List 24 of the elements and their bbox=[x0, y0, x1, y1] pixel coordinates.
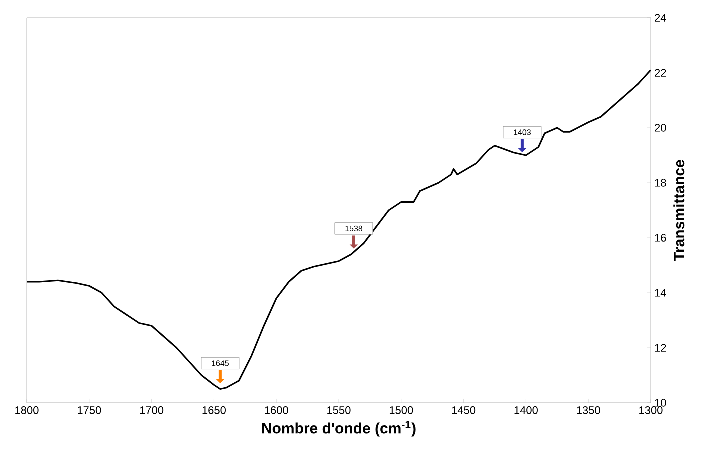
y-tick-label: 16 bbox=[655, 234, 666, 242]
x-tick-label: 1750 bbox=[78, 406, 102, 414]
x-tick-label: 1500 bbox=[390, 406, 414, 414]
annotation: 1538 bbox=[346, 226, 363, 232]
x-axis-title: Nombre d'onde (cm$^{-1}$) bbox=[262, 421, 416, 437]
y-tick-label: 18 bbox=[655, 179, 666, 187]
y-tick-label: 14 bbox=[655, 289, 666, 297]
annotation: 1645 bbox=[212, 360, 229, 366]
y-tick-label: 12 bbox=[655, 344, 666, 352]
x-tick-label: 1300 bbox=[640, 406, 663, 414]
y-tick-label: 10 bbox=[655, 399, 666, 407]
x-tick-label: 1600 bbox=[265, 406, 288, 414]
x-tick-label: 1350 bbox=[577, 406, 600, 414]
annotation: 1403 bbox=[514, 130, 531, 136]
y-tick-label: 22 bbox=[655, 69, 666, 77]
x-tick-label: 1650 bbox=[202, 406, 226, 414]
y-tick-label: 20 bbox=[655, 124, 666, 132]
x-tick-label: 1800 bbox=[16, 406, 39, 414]
x-tick-label: 1550 bbox=[328, 406, 351, 414]
x-tick-label: 1450 bbox=[452, 406, 476, 414]
x-tick-label: 1400 bbox=[514, 406, 538, 414]
y-axis-title: Transmittance bbox=[674, 160, 685, 262]
y-tick-label: 24 bbox=[655, 14, 666, 22]
x-tick-label: 1700 bbox=[140, 406, 164, 414]
